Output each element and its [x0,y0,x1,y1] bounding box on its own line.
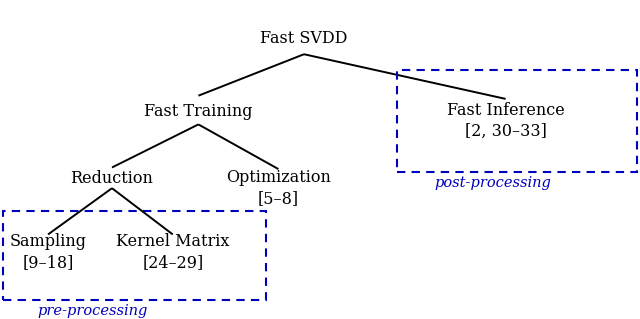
Bar [3,211,266,300]
Text: Sampling
[9–18]: Sampling [9–18] [10,233,86,271]
Bar [397,70,637,172]
Text: Reduction: Reduction [70,170,154,187]
Text: Optimization
[5–8]: Optimization [5–8] [226,169,331,207]
Text: Fast SVDD: Fast SVDD [260,30,348,47]
Text: Fast Training: Fast Training [144,103,253,120]
Text: Kernel Matrix
[24–29]: Kernel Matrix [24–29] [116,233,230,271]
Text: pre-processing: pre-processing [38,304,148,318]
Text: Fast Inference
[2, 30–33]: Fast Inference [2, 30–33] [447,102,564,140]
Text: post-processing: post-processing [435,176,551,190]
